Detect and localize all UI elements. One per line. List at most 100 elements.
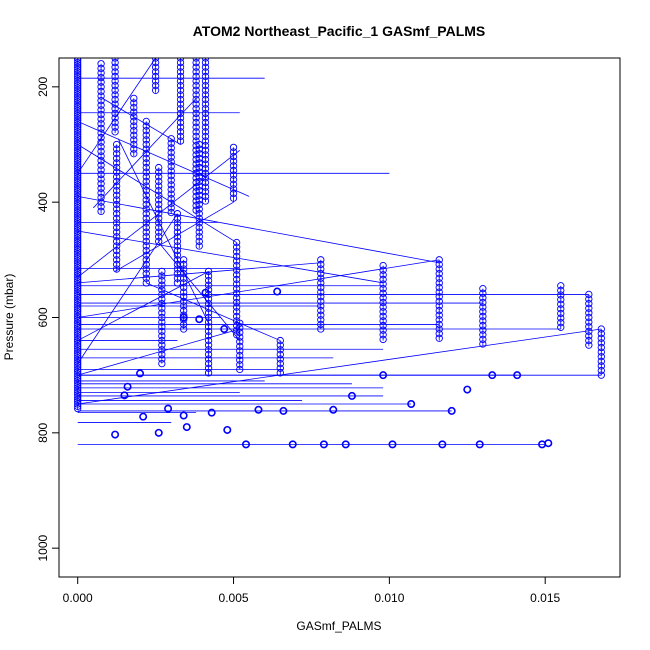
data-point [155,163,163,172]
data-point [97,124,105,133]
data-point [435,260,443,269]
data-point [74,245,82,254]
data-point [479,312,487,320]
data-point [232,266,241,274]
data-point [74,331,82,339]
data-point [120,391,129,400]
series-line [117,138,209,324]
data-point [195,214,203,222]
data-point [317,311,325,319]
data-point [201,178,210,187]
data-point [113,140,121,149]
data-point [167,190,175,198]
data-point [204,350,213,359]
data-point [74,109,82,118]
data-point [97,106,105,114]
data-point [111,77,119,85]
data-point [279,406,288,415]
data-point [155,223,163,232]
data-point [192,100,200,108]
data-point [151,68,160,76]
data-point [204,313,213,322]
data-point [74,185,82,194]
data-point [74,342,82,350]
data-point [97,189,105,197]
data-point [113,177,121,186]
data-point [242,440,251,449]
data-point [192,86,200,94]
data-point [167,139,175,147]
data-point [173,242,182,250]
data-point [151,58,160,62]
data-point [113,233,121,241]
data-point [74,234,82,242]
data-point [204,309,213,317]
data-point [176,137,185,145]
data-point [167,158,175,166]
data-point [113,251,121,259]
y-tick-label: 400 [36,192,50,212]
data-point [379,266,387,274]
data-point [113,219,121,227]
data-point [74,213,82,221]
data-point [74,211,82,219]
data-point [201,82,210,90]
data-point [585,290,593,299]
data-point [236,365,244,374]
data-point [180,293,188,301]
data-point [557,323,565,331]
data-point [195,210,203,218]
data-point [74,77,82,85]
data-point [74,398,82,406]
data-point [201,123,210,131]
data-point [204,341,213,349]
data-point [317,325,325,333]
data-point [204,364,213,372]
data-point [201,100,210,108]
data-point [142,136,150,144]
data-point [113,242,121,250]
data-point [74,229,82,237]
data-point [74,328,82,337]
data-point [557,291,565,299]
data-point [155,191,163,199]
data-point [195,223,203,232]
data-point [192,132,200,141]
data-point [97,138,105,146]
data-point [97,156,105,165]
data-point [74,271,82,279]
data-point [435,329,443,338]
y-tick-label: 600 [36,307,50,327]
data-point [176,118,185,127]
data-point [379,294,387,302]
data-point [74,377,82,385]
data-point [155,233,163,241]
data-point [173,233,182,241]
data-point [74,344,82,353]
data-point [74,241,82,249]
data-point [435,293,443,301]
data-point [142,122,150,130]
data-point [74,155,82,164]
data-point [74,183,82,191]
data-point [158,318,166,326]
data-point [254,405,263,414]
data-point [204,281,213,289]
data-point [74,195,82,203]
data-point [180,279,188,287]
data-point [74,151,82,159]
data-point [97,87,105,96]
data-point [236,324,244,332]
data-point [113,145,121,153]
data-point [155,168,163,176]
data-point [204,272,213,280]
data-point [167,153,175,161]
data-point [74,402,82,410]
data-point [167,199,175,207]
data-point [201,58,210,62]
data-point [176,77,185,85]
series-line [77,328,602,405]
data-point [151,86,160,94]
data-point [74,379,82,387]
data-point [167,171,175,180]
